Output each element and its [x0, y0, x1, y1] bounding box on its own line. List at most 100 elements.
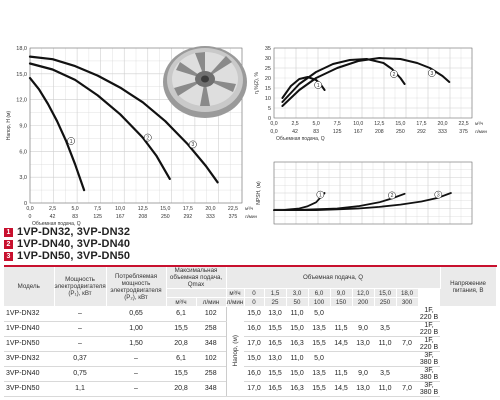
table-row: 3VP-DN50 1,1 – 20,8 348 17,0 16,5 16,3 15,5 1… — [4, 381, 496, 397]
cell-head: 15,0 — [286, 321, 308, 337]
plot-frame — [273, 47, 473, 119]
x2-tick-label: 292 — [417, 129, 426, 135]
th-flow-m3h: 12,0 — [352, 288, 375, 298]
x-tick-label: 2,5 — [49, 206, 56, 212]
x-tick-label: 20,0 — [205, 206, 215, 212]
cell-model: 3VP-DN32 — [4, 351, 54, 367]
cell-p1: 0,37 — [54, 351, 106, 367]
cell-head: 15,5 — [264, 366, 286, 382]
series-marker-3 — [428, 69, 436, 77]
cell-head: 11,0 — [286, 306, 308, 322]
legend-number-badge: 2 — [4, 239, 13, 249]
y-axis-label: η,%(2), % — [254, 71, 260, 94]
cell-head — [352, 306, 374, 322]
x-axis-label: Объемная подача, Q — [276, 136, 325, 142]
x-tick-label: 5,0 — [71, 206, 78, 212]
table-row: 3VP-DN32 0,37 – 6,1 102 15,0 13,0 11,0 5,0 3F… — [4, 351, 496, 367]
x2-unit-label: л/мин — [475, 129, 487, 134]
cell-head — [330, 306, 352, 322]
x-tick-label: 12,5 — [138, 206, 148, 212]
cell-head: 14,5 — [330, 381, 352, 397]
y-tick-label: 35 — [265, 46, 271, 52]
cell-qmax-lmin: 348 — [196, 381, 226, 397]
cell-p2: – — [106, 366, 166, 382]
cell-head: 16,5 — [264, 381, 286, 397]
cell-p2: – — [106, 351, 166, 367]
cell-head: 7,0 — [396, 381, 418, 397]
x-tick-label: 12,5 — [374, 121, 384, 127]
cell-voltage: 3F, 380 В — [418, 351, 441, 367]
series-marker-1 — [67, 137, 75, 145]
head-axis-label: Напор, (м) — [225, 306, 244, 397]
x-tick-label: 15,0 — [395, 121, 405, 127]
x2-tick-label: 333 — [206, 214, 215, 220]
th-flow-m3h: 6,0 — [308, 288, 331, 298]
th-flow-lmin: 25 — [264, 297, 287, 307]
cell-p1: – — [54, 306, 106, 322]
x2-tick-label: 0,0 — [270, 129, 277, 135]
x2-tick-label: 0 — [29, 214, 32, 220]
cell-head: 3,5 — [374, 366, 396, 382]
th-flow-lmin: 100 — [308, 297, 331, 307]
th-unit-lmin: л/мин — [226, 297, 245, 307]
cell-head: 13,0 — [352, 381, 374, 397]
table-row: 1VP-DN32 – 0,65 6,1 102 Напор, (м) 15,0 13,… — [4, 306, 496, 397]
x-tick-label: 20,0 — [437, 121, 447, 127]
y-tick-label: 0 — [268, 116, 271, 122]
cell-voltage: 1F, 220 В — [418, 336, 441, 352]
series-line-3 — [273, 192, 452, 211]
cell-head: 17,0 — [244, 381, 264, 397]
th-flow-lmin: 150 — [330, 297, 353, 307]
th-unit-m3h: м³/ч — [226, 288, 245, 298]
series-marker-3 — [434, 190, 443, 199]
legend-label: 1VP-DN32, 3VP-DN32 — [17, 226, 131, 238]
spec-table: Модель Мощность электродвигателя (P₁), к… — [4, 265, 497, 397]
y-tick-label: 25 — [265, 66, 271, 72]
y-tick-label: 10 — [265, 96, 271, 102]
cell-voltage: 3F, 380 В — [418, 366, 441, 382]
y-tick-label: 30 — [265, 56, 271, 62]
cell-model: 3VP-DN50 — [4, 381, 54, 397]
cell-head — [374, 306, 396, 322]
series-label-1: 1 — [319, 192, 322, 198]
x2-tick-label: 167 — [354, 129, 363, 135]
x2-tick-label: 333 — [438, 129, 447, 135]
series-label-3: 3 — [430, 71, 433, 77]
th-flow: Объемная подача, Q — [226, 265, 441, 289]
table-row: 1VP-DN40 – 1,00 15,5 258 16,0 15,5 15,0 13,5… — [4, 321, 496, 337]
x-tick-label: 0,0 — [26, 206, 33, 212]
cell-head: 11,0 — [374, 336, 396, 352]
th-flow-lmin: 200 — [352, 297, 375, 307]
cell-head: 16,5 — [264, 336, 286, 352]
x2-tick-label: 208 — [138, 214, 147, 220]
cell-head: 15,0 — [244, 351, 264, 367]
cell-head: 13,5 — [308, 321, 330, 337]
x2-tick-label: 250 — [396, 129, 405, 135]
series-label-2: 2 — [146, 135, 149, 141]
cell-p1: – — [54, 336, 106, 352]
y-axis-label: Напор, H (м) — [6, 111, 12, 141]
x-unit-label: м³/ч — [245, 206, 254, 211]
flow-m3h-row: м³/ч 0 1,5 3,0 6,0 9,0 12,0 15,0 18,0 — [4, 288, 496, 298]
th-flow-m3h: 15,0 — [374, 288, 397, 298]
legend-item-2: 2 1VP-DN40, 3VP-DN40 — [4, 238, 244, 250]
y-tick-label: 5 — [268, 106, 271, 112]
legend-label: 1VP-DN50, 3VP-DN50 — [17, 250, 131, 262]
series-label-2: 2 — [391, 193, 394, 199]
cell-head — [396, 351, 418, 367]
y-tick-label: 15 — [265, 86, 271, 92]
cell-p1: 0,75 — [54, 366, 106, 382]
th-qmax-sub — [166, 288, 227, 298]
cell-head: 15,0 — [286, 366, 308, 382]
series-line-3 — [281, 57, 451, 107]
x-unit-label: м³/ч — [475, 121, 484, 126]
x2-tick-label: 250 — [161, 214, 170, 220]
th-flow-m3h: 9,0 — [330, 288, 353, 298]
impeller-image — [163, 46, 247, 118]
x2-tick-label: 42 — [50, 214, 56, 220]
cell-head: 3,5 — [374, 321, 396, 337]
x2-tick-label: 125 — [93, 214, 102, 220]
th-flow-m3h: 0 — [244, 288, 265, 298]
x2-tick-label: 83 — [72, 214, 78, 220]
